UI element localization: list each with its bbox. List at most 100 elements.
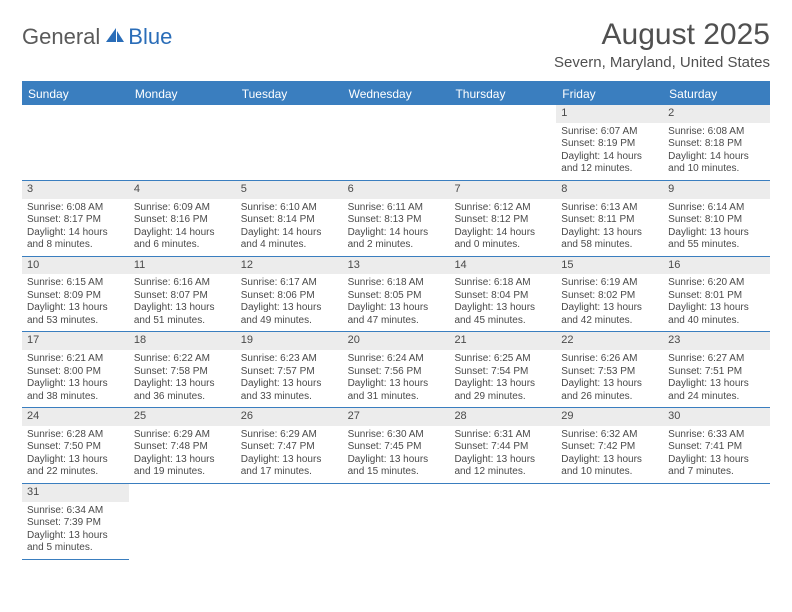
daylight-text: Daylight: 13 hours and 12 minutes. — [454, 454, 551, 479]
day-cell: 16 Sunrise: 6:20 AMSunset: 8:01 PMDayligh… — [663, 257, 770, 332]
day-cell: 22Sunrise: 6:26 AMSunset: 7:53 PMDayligh… — [556, 332, 663, 407]
day-body: Sunrise: 6:09 AMSunset: 8:16 PMDaylight:… — [129, 199, 236, 256]
day-number — [663, 484, 770, 502]
daylight-text: Daylight: 13 hours and 19 minutes. — [134, 454, 231, 479]
sunset-text: Sunset: 7:39 PM — [27, 517, 124, 530]
sunrise-text: Sunrise: 6:20 AM — [668, 277, 765, 290]
day-cell: 6Sunrise: 6:11 AMSunset: 8:13 PMDaylight… — [343, 181, 450, 256]
day-cell — [236, 484, 343, 560]
day-cell: 7Sunrise: 6:12 AMSunset: 8:12 PMDaylight… — [449, 181, 556, 256]
day-body: Sunrise: 6:24 AMSunset: 7:56 PMDaylight:… — [343, 350, 450, 407]
day-body — [236, 502, 343, 509]
sunset-text: Sunset: 7:45 PM — [348, 441, 445, 454]
sunset-text: Sunset: 7:57 PM — [241, 366, 338, 379]
month-title: August 2025 — [554, 18, 770, 52]
daylight-text: Daylight: 13 hours and 24 minutes. — [668, 378, 765, 403]
dow-cell: Monday — [129, 83, 236, 105]
day-cell: 25 Sunrise: 6:29 AMSunset: 7:48 PMDayligh… — [129, 408, 236, 483]
day-body — [663, 502, 770, 509]
day-body: Sunrise: 6:18 AMSunset: 8:05 PMDaylight:… — [343, 274, 450, 331]
day-body: Sunrise: 6:07 AMSunset: 8:19 PMDaylight:… — [556, 123, 663, 180]
sunrise-text: Sunrise: 6:10 AM — [241, 202, 338, 215]
dow-cell: Tuesday — [236, 83, 343, 105]
sunset-text: Sunset: 8:11 PM — [561, 214, 658, 227]
day-number: 25 — [129, 408, 236, 426]
sunrise-text: Sunrise: 6:26 AM — [561, 353, 658, 366]
sunset-text: Sunset: 7:51 PM — [668, 366, 765, 379]
day-body: Sunrise: 6:31 AMSunset: 7:44 PMDaylight:… — [449, 426, 556, 483]
day-body — [449, 502, 556, 509]
daylight-text: Daylight: 13 hours and 58 minutes. — [561, 227, 658, 252]
sunrise-text: Sunrise: 6:13 AM — [561, 202, 658, 215]
sunrise-text: Sunrise: 6:29 AM — [134, 429, 231, 442]
daylight-text: Daylight: 13 hours and 40 minutes. — [668, 302, 765, 327]
day-body: Sunrise: 6:27 AMSunset: 7:51 PMDaylight:… — [663, 350, 770, 407]
sail-icon — [104, 24, 126, 50]
day-cell: 4Sunrise: 6:09 AMSunset: 8:16 PMDaylight… — [129, 181, 236, 256]
sunset-text: Sunset: 8:17 PM — [27, 214, 124, 227]
day-body: Sunrise: 6:17 AMSunset: 8:06 PMDaylight:… — [236, 274, 343, 331]
sunset-text: Sunset: 7:44 PM — [454, 441, 551, 454]
dow-cell: Thursday — [449, 83, 556, 105]
daylight-text: Daylight: 13 hours and 45 minutes. — [454, 302, 551, 327]
day-body: Sunrise: 6:23 AMSunset: 7:57 PMDaylight:… — [236, 350, 343, 407]
daylight-text: Daylight: 13 hours and 29 minutes. — [454, 378, 551, 403]
day-body: Sunrise: 6:34 AMSunset: 7:39 PMDaylight:… — [22, 502, 129, 559]
sunset-text: Sunset: 7:42 PM — [561, 441, 658, 454]
sunset-text: Sunset: 7:54 PM — [454, 366, 551, 379]
week-row: 24Sunrise: 6:28 AMSunset: 7:50 PMDayligh… — [22, 408, 770, 484]
daylight-text: Daylight: 13 hours and 26 minutes. — [561, 378, 658, 403]
day-number: 27 — [343, 408, 450, 426]
day-body: Sunrise: 6:28 AMSunset: 7:50 PMDaylight:… — [22, 426, 129, 483]
week-row: 3Sunrise: 6:08 AMSunset: 8:17 PMDaylight… — [22, 181, 770, 257]
sunset-text: Sunset: 8:18 PM — [668, 138, 765, 151]
day-number: 1 — [556, 105, 663, 123]
day-number: 14 — [449, 257, 556, 275]
sunset-text: Sunset: 7:48 PM — [134, 441, 231, 454]
day-cell: 15Sunrise: 6:19 AMSunset: 8:02 PMDayligh… — [556, 257, 663, 332]
sunrise-text: Sunrise: 6:21 AM — [27, 353, 124, 366]
daylight-text: Daylight: 13 hours and 55 minutes. — [668, 227, 765, 252]
day-cell — [129, 105, 236, 180]
sunrise-text: Sunrise: 6:07 AM — [561, 126, 658, 139]
dow-cell: Friday — [556, 83, 663, 105]
day-cell: 10Sunrise: 6:15 AMSunset: 8:09 PMDayligh… — [22, 257, 129, 332]
sunrise-text: Sunrise: 6:16 AM — [134, 277, 231, 290]
day-cell — [22, 105, 129, 180]
day-body: Sunrise: 6:10 AMSunset: 8:14 PMDaylight:… — [236, 199, 343, 256]
day-cell — [343, 484, 450, 560]
sunrise-text: Sunrise: 6:18 AM — [454, 277, 551, 290]
sunset-text: Sunset: 8:01 PM — [668, 290, 765, 303]
week-row: 10Sunrise: 6:15 AMSunset: 8:09 PMDayligh… — [22, 257, 770, 333]
sunset-text: Sunset: 8:16 PM — [134, 214, 231, 227]
day-number: 24 — [22, 408, 129, 426]
day-number: 15 — [556, 257, 663, 275]
day-number: 22 — [556, 332, 663, 350]
day-cell: 23Sunrise: 6:27 AMSunset: 7:51 PMDayligh… — [663, 332, 770, 407]
daylight-text: Daylight: 13 hours and 31 minutes. — [348, 378, 445, 403]
sunset-text: Sunset: 7:58 PM — [134, 366, 231, 379]
day-cell: 14Sunrise: 6:18 AMSunset: 8:04 PMDayligh… — [449, 257, 556, 332]
daylight-text: Daylight: 13 hours and 17 minutes. — [241, 454, 338, 479]
sunset-text: Sunset: 7:41 PM — [668, 441, 765, 454]
day-body: Sunrise: 6:30 AMSunset: 7:45 PMDaylight:… — [343, 426, 450, 483]
day-cell — [236, 105, 343, 180]
day-number: 18 — [129, 332, 236, 350]
day-cell — [449, 105, 556, 180]
day-cell: 5Sunrise: 6:10 AMSunset: 8:14 PMDaylight… — [236, 181, 343, 256]
day-number: 13 — [343, 257, 450, 275]
sunrise-text: Sunrise: 6:33 AM — [668, 429, 765, 442]
day-body: Sunrise: 6:33 AMSunset: 7:41 PMDaylight:… — [663, 426, 770, 483]
day-number: 16 — [663, 257, 770, 275]
day-cell: 18Sunrise: 6:22 AMSunset: 7:58 PMDayligh… — [129, 332, 236, 407]
day-number: 26 — [236, 408, 343, 426]
logo-text-2: Blue — [128, 24, 172, 50]
day-number: 6 — [343, 181, 450, 199]
day-cell: 31Sunrise: 6:34 AMSunset: 7:39 PMDayligh… — [22, 484, 129, 560]
day-number: 9 — [663, 181, 770, 199]
daylight-text: Daylight: 14 hours and 2 minutes. — [348, 227, 445, 252]
dow-cell: Wednesday — [343, 83, 450, 105]
daylight-text: Daylight: 14 hours and 6 minutes. — [134, 227, 231, 252]
day-cell — [449, 484, 556, 560]
day-number: 30 — [663, 408, 770, 426]
